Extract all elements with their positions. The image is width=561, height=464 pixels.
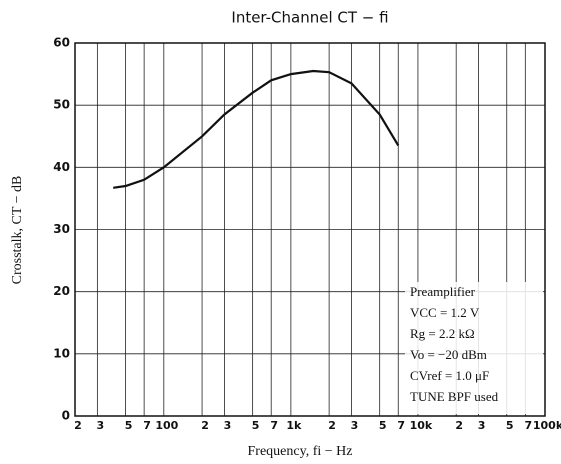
x-tick-label: 7 xyxy=(143,419,151,432)
x-tick-label: 7 xyxy=(270,419,278,432)
y-tick-label: 10 xyxy=(53,346,70,360)
x-tick-label: 3 xyxy=(351,419,359,432)
x-tick-label: 1k xyxy=(286,419,302,432)
y-tick-label: 40 xyxy=(53,160,70,174)
x-tick-label: 7 xyxy=(397,419,405,432)
x-tick-label: 10k xyxy=(410,419,433,432)
x-tick-label: 5 xyxy=(252,419,260,432)
plot-frame xyxy=(74,42,546,417)
annotation: Rg = 2.2 kΩ xyxy=(410,326,475,341)
x-tick-label: 3 xyxy=(478,419,486,432)
annotation-bg xyxy=(405,282,543,414)
x-tick-label: 3 xyxy=(97,419,105,432)
annotation: TUNE BPF used xyxy=(410,389,499,404)
x-tick-label: 3 xyxy=(224,419,232,432)
x-tick-label: 2 xyxy=(455,419,463,432)
x-tick-label: 5 xyxy=(506,419,514,432)
x-tick-label: 2 xyxy=(328,419,336,432)
annotation: VCC = 1.2 V xyxy=(410,305,480,320)
x-tick-label: 5 xyxy=(379,419,387,432)
x-axis-label: Frequency, fi − Hz xyxy=(248,444,353,459)
annotation: Vo = −20 dBm xyxy=(410,347,487,362)
x-tick-label: 100 xyxy=(155,419,178,432)
y-tick-label: 60 xyxy=(53,36,70,50)
chart-title: Inter-Channel CT − fi xyxy=(231,9,388,27)
y-tick-label: 0 xyxy=(62,409,70,423)
x-tick-label: 5 xyxy=(125,419,133,432)
annotation: Preamplifier xyxy=(410,284,476,299)
x-tick-label: 2 xyxy=(201,419,209,432)
y-tick-label: 30 xyxy=(53,222,70,236)
y-axis-label: Crosstalk, CT − dB xyxy=(10,176,25,285)
x-tick-label: 100k xyxy=(533,419,561,432)
annotation: CVref = 1.0 μF xyxy=(410,368,489,383)
x-tick-label: 7 xyxy=(524,419,532,432)
data-line xyxy=(113,69,400,189)
x-tick-label: 2 xyxy=(74,419,82,432)
y-tick-label: 20 xyxy=(53,284,70,298)
y-tick-label: 50 xyxy=(53,98,70,112)
